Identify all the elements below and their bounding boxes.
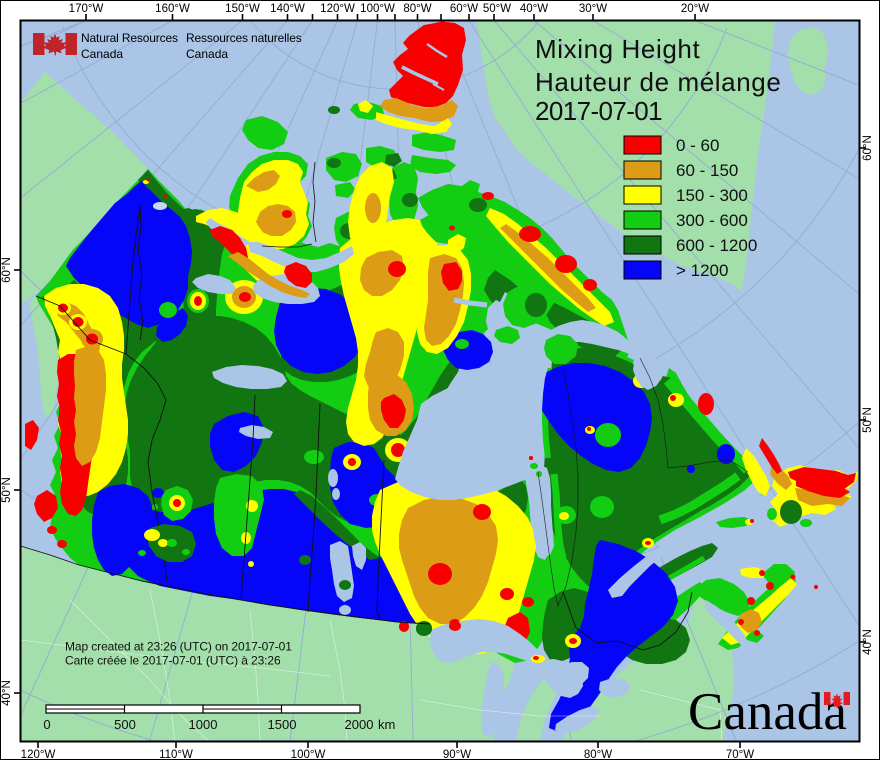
svg-text:Natural Resources: Natural Resources [81,31,178,45]
svg-text:60°N: 60°N [1,257,13,283]
svg-text:50°N: 50°N [862,407,874,433]
svg-text:60°W: 60°W [450,3,478,15]
svg-text:50°W: 50°W [483,3,511,15]
svg-text:> 1200: > 1200 [676,261,728,280]
svg-text:150 - 300: 150 - 300 [676,186,748,205]
svg-text:50°N: 50°N [1,477,13,503]
svg-text:40°N: 40°N [862,629,874,655]
svg-text:600 - 1200: 600 - 1200 [676,236,757,255]
svg-text:1000: 1000 [189,717,218,732]
svg-text:80°W: 80°W [403,3,431,15]
svg-text:1500: 1500 [268,717,297,732]
svg-text:500: 500 [114,717,136,732]
svg-text:150°W: 150°W [225,3,260,15]
svg-text:140°W: 140°W [270,3,305,15]
svg-text:km: km [378,717,395,732]
svg-text:160°W: 160°W [155,3,190,15]
svg-text:60 - 150: 60 - 150 [676,161,738,180]
svg-text:90°W: 90°W [443,749,471,760]
svg-text:Hauteur de mélange: Hauteur de mélange [535,67,781,97]
svg-text:110°W: 110°W [159,749,193,760]
svg-text:Map created at 23:26 (UTC) on: Map created at 23:26 (UTC) on 2017-07-01 [65,640,292,654]
svg-text:80°W: 80°W [584,749,612,760]
svg-text:300 - 600: 300 - 600 [676,211,748,230]
svg-text:30°W: 30°W [579,3,607,15]
svg-text:70°W: 70°W [726,749,754,760]
svg-text:40°N: 40°N [1,680,13,706]
svg-text:Ressources naturelles: Ressources naturelles [186,31,302,45]
svg-text:Canada: Canada [688,683,847,741]
svg-text:100°W: 100°W [291,749,326,760]
svg-text:170°W: 170°W [69,3,104,15]
svg-text:Canada: Canada [186,47,228,61]
svg-text:Carte créée le 2017-07-01 (UTC: Carte créée le 2017-07-01 (UTC) à 23:26 [65,654,281,668]
svg-text:120°W: 120°W [320,3,355,15]
svg-text:20°W: 20°W [681,3,709,15]
svg-text:100°W: 100°W [360,3,395,15]
svg-text:2000: 2000 [345,717,374,732]
svg-text:60°N: 60°N [862,135,874,161]
svg-text:0 - 60: 0 - 60 [676,136,719,155]
svg-text:0: 0 [43,717,50,732]
svg-text:Canada: Canada [81,47,123,61]
svg-text:2017-07-01: 2017-07-01 [535,96,662,126]
svg-text:120°W: 120°W [21,749,56,760]
svg-text:Mixing Height: Mixing Height [535,34,700,64]
svg-text:40°W: 40°W [520,3,548,15]
